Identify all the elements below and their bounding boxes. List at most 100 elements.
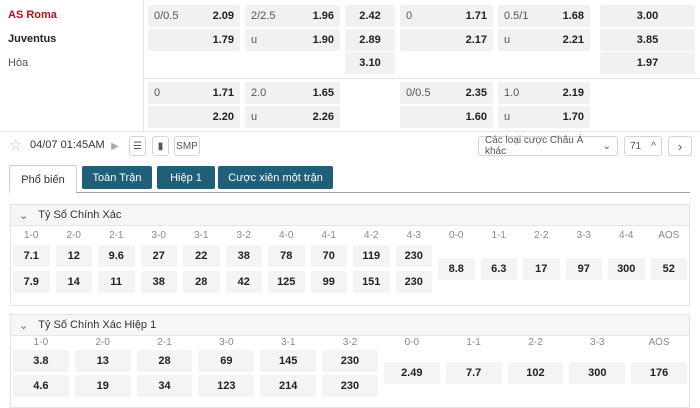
odds-cell[interactable]: 0/0.5 2.35 bbox=[400, 82, 493, 104]
score-odds-home[interactable]: 38 bbox=[225, 245, 262, 267]
score-odds-away[interactable]: 19 bbox=[74, 375, 131, 397]
score-odds-draw[interactable]: 176 bbox=[631, 362, 687, 384]
odds-cell[interactable]: 3.00 bbox=[600, 5, 695, 27]
score-odds-draw[interactable]: 52 bbox=[650, 258, 687, 280]
score-odds-away[interactable]: 99 bbox=[310, 271, 347, 293]
score-odds-away[interactable]: 11 bbox=[98, 271, 135, 293]
score-odds-draw[interactable]: 300 bbox=[569, 362, 626, 384]
score-odds-away[interactable]: 151 bbox=[353, 271, 390, 293]
score-label: 3-2 bbox=[236, 230, 251, 241]
score-odds-away[interactable]: 28 bbox=[183, 271, 220, 293]
score-odds-away[interactable]: 123 bbox=[198, 375, 255, 397]
stats-chart-icon[interactable]: ▮ bbox=[152, 136, 169, 156]
market-count-toggle[interactable]: 71 ^ bbox=[624, 136, 662, 156]
score-odds-away[interactable]: 125 bbox=[268, 271, 305, 293]
odds-value: 2.09 bbox=[212, 10, 234, 22]
odds-value: 1.71 bbox=[212, 87, 234, 99]
score-odds-home[interactable]: 230 bbox=[395, 245, 432, 267]
score-odds-draw[interactable]: 97 bbox=[565, 258, 602, 280]
favorite-star-icon[interactable]: ☆ bbox=[9, 137, 23, 154]
tab-2[interactable]: Hiệp 1 bbox=[157, 166, 215, 189]
home-team-name: AS Roma bbox=[8, 9, 57, 21]
score-odds-home[interactable]: 13 bbox=[74, 350, 131, 372]
score-odds-home[interactable]: 69 bbox=[198, 350, 255, 372]
score-odds-away[interactable]: 230 bbox=[322, 375, 378, 397]
section-header[interactable]: ⌄ Tỷ Số Chính Xác bbox=[11, 205, 689, 226]
tab-3[interactable]: Cược xiên một trận bbox=[218, 166, 333, 189]
odds-cell[interactable]: 0 1.71 bbox=[148, 82, 240, 104]
score-odds-away[interactable]: 14 bbox=[55, 271, 92, 293]
column-divider bbox=[143, 0, 144, 132]
scoreboard-icon[interactable]: ☰ bbox=[129, 136, 146, 156]
score-label: 2-1 bbox=[157, 337, 172, 348]
odds-cell[interactable]: 1.60 bbox=[400, 106, 493, 128]
odds-cell[interactable]: u 2.21 bbox=[498, 29, 590, 51]
score-odds-home[interactable]: 145 bbox=[260, 350, 317, 372]
score-odds-home[interactable]: 22 bbox=[183, 245, 220, 267]
section-title: Tỷ Số Chính Xác Hiệp 1 bbox=[38, 319, 157, 331]
score-odds-away[interactable]: 4.6 bbox=[13, 375, 69, 397]
odds-value: 1.90 bbox=[312, 34, 334, 46]
score-odds-draw[interactable]: 8.8 bbox=[438, 258, 475, 280]
odds-cell[interactable]: u 2.26 bbox=[245, 106, 340, 128]
odds-cell[interactable]: 3.85 bbox=[600, 29, 695, 51]
bet-type-dropdown[interactable]: Các loại cược Châu Á khác ⌄ bbox=[478, 135, 618, 157]
handicap-label: 2.0 bbox=[251, 87, 267, 99]
score-label: 4-3 bbox=[406, 230, 421, 241]
score-odds-home[interactable]: 3.8 bbox=[13, 350, 69, 372]
dropdown-label: Các loại cược Châu Á khác bbox=[485, 135, 584, 157]
score-odds-home[interactable]: 70 bbox=[310, 245, 347, 267]
odds-cell[interactable]: 1.97 bbox=[600, 52, 695, 74]
score-odds-home[interactable]: 119 bbox=[353, 245, 390, 267]
odds-cell[interactable]: 0/0.5 2.09 bbox=[148, 5, 240, 27]
tabs-baseline bbox=[10, 192, 690, 193]
tab-0[interactable]: Phổ biến bbox=[9, 165, 77, 193]
score-odds-home[interactable]: 9.6 bbox=[98, 245, 135, 267]
score-label: 2-2 bbox=[534, 230, 549, 241]
odds-cell[interactable]: 2.42 bbox=[345, 5, 395, 27]
score-odds-draw[interactable]: 6.3 bbox=[480, 258, 517, 280]
score-odds-draw[interactable]: 102 bbox=[507, 362, 564, 384]
odds-cell[interactable]: u 1.70 bbox=[498, 106, 590, 128]
score-odds-home[interactable]: 12 bbox=[55, 245, 92, 267]
score-label: 3-1 bbox=[280, 337, 296, 348]
score-odds-home[interactable]: 28 bbox=[136, 350, 193, 372]
smp-button[interactable]: SMP bbox=[174, 136, 200, 156]
play-button[interactable]: ▶ bbox=[107, 136, 123, 156]
chevron-down-icon: ⌄ bbox=[19, 209, 29, 222]
score-odds-home[interactable]: 78 bbox=[268, 245, 305, 267]
odds-cell[interactable]: 2.17 bbox=[400, 29, 493, 51]
score-label: AOS bbox=[648, 337, 670, 348]
odds-cell[interactable]: 2.89 bbox=[345, 29, 395, 51]
score-odds-home[interactable]: 27 bbox=[140, 245, 177, 267]
tab-1[interactable]: Toàn Trận bbox=[82, 166, 152, 189]
score-odds-away[interactable]: 214 bbox=[260, 375, 317, 397]
odds-cell[interactable]: 1.0 2.19 bbox=[498, 82, 590, 104]
odds-cell[interactable]: 0.5/1 1.68 bbox=[498, 5, 590, 27]
handicap-label: u bbox=[251, 111, 258, 123]
score-odds-draw[interactable]: 17 bbox=[523, 258, 560, 280]
score-odds-away[interactable]: 34 bbox=[136, 375, 193, 397]
next-arrow-button[interactable]: › bbox=[668, 136, 692, 156]
odds-cell[interactable]: 3.10 bbox=[345, 52, 395, 74]
score-odds-draw[interactable]: 7.7 bbox=[445, 362, 502, 384]
score-odds-home[interactable]: 7.1 bbox=[13, 245, 50, 267]
score-odds-away[interactable]: 230 bbox=[395, 271, 432, 293]
score-odds-away[interactable]: 42 bbox=[225, 271, 262, 293]
away-team-name: Juventus bbox=[8, 33, 57, 45]
odds-cell[interactable]: u 1.90 bbox=[245, 29, 340, 51]
score-odds-away[interactable]: 7.9 bbox=[13, 271, 50, 293]
odds-cell[interactable]: 2.0 1.65 bbox=[245, 82, 340, 104]
score-odds-away[interactable]: 38 bbox=[140, 271, 177, 293]
odds-cell[interactable]: 1.79 bbox=[148, 29, 240, 51]
section-header[interactable]: ⌄ Tỷ Số Chính Xác Hiệp 1 bbox=[11, 315, 689, 336]
score-odds-home[interactable]: 230 bbox=[322, 350, 378, 372]
score-label: 1-0 bbox=[33, 337, 49, 348]
odds-value: 2.21 bbox=[562, 34, 584, 46]
odds-cell[interactable]: 2/2.5 1.96 bbox=[245, 5, 340, 27]
odds-cell[interactable]: 2.20 bbox=[148, 106, 240, 128]
odds-value: 1.70 bbox=[562, 111, 584, 123]
score-odds-draw[interactable]: 300 bbox=[608, 258, 645, 280]
odds-cell[interactable]: 0 1.71 bbox=[400, 5, 493, 27]
score-odds-draw[interactable]: 2.49 bbox=[383, 362, 440, 384]
